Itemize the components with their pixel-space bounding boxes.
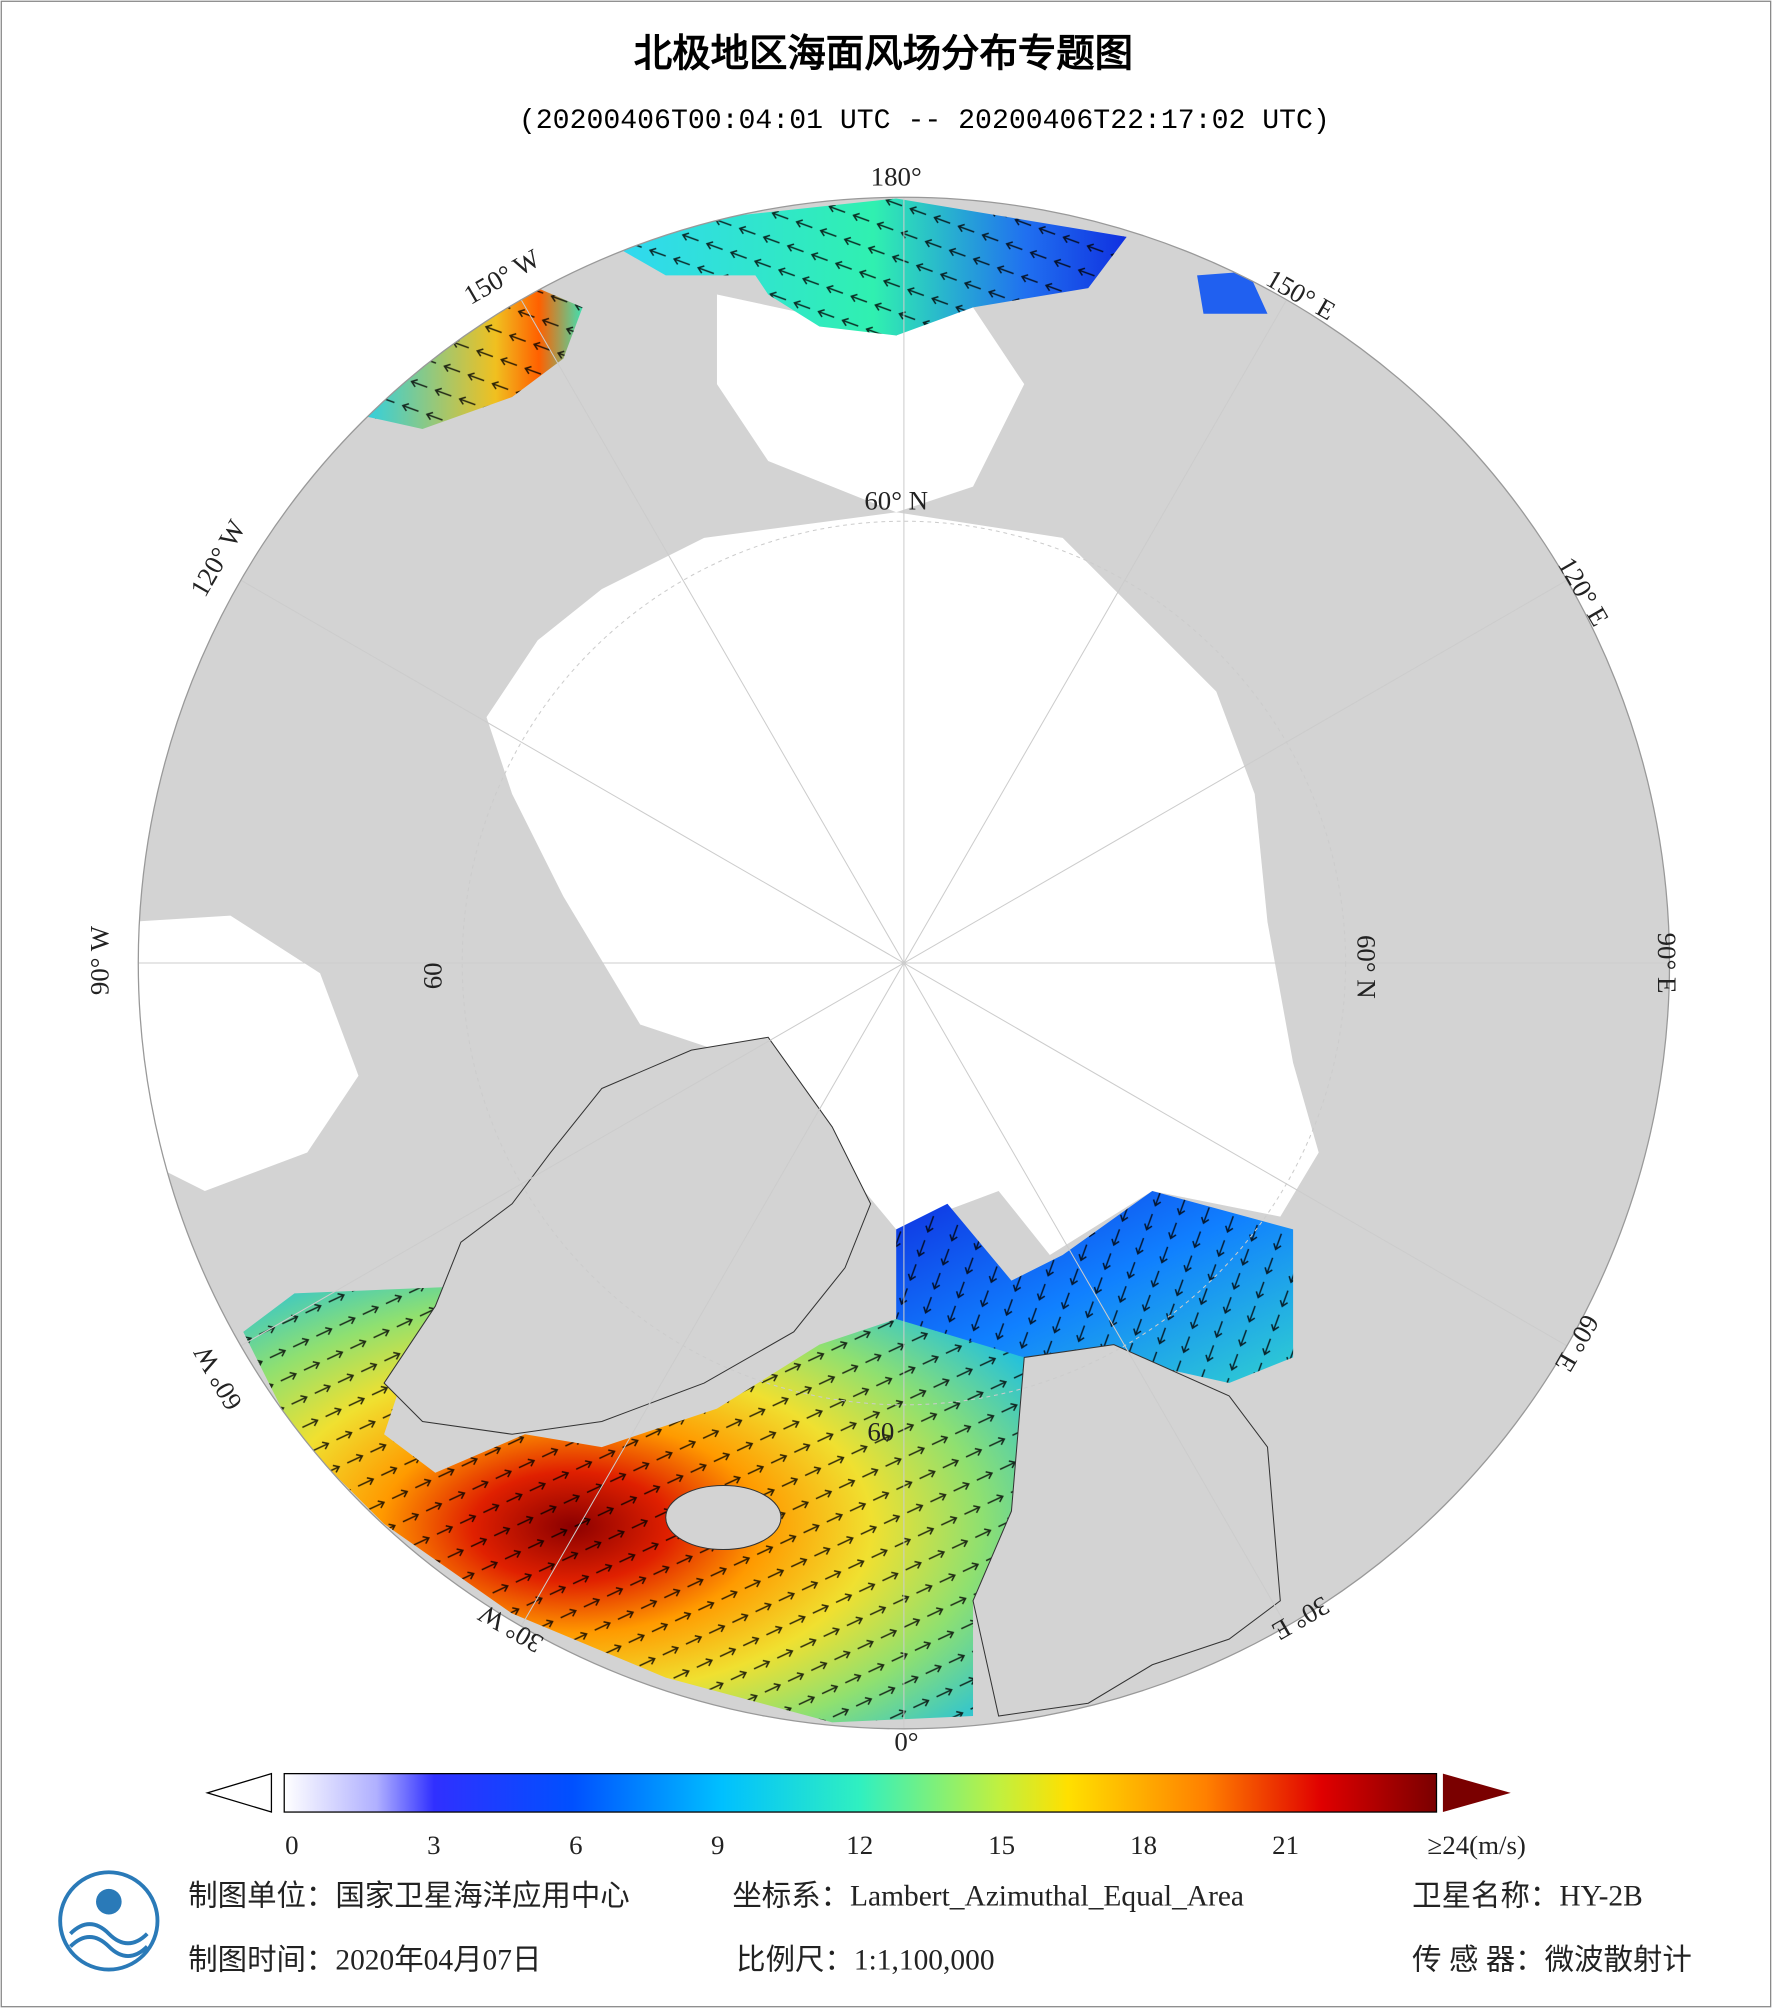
bering-strait (716, 294, 1025, 513)
colorbar-tick-label: 21 (1272, 1830, 1299, 1860)
colorbar-tick-label: 15 (988, 1830, 1015, 1860)
wind-arrows (243, 1287, 1025, 1723)
colorbar-tick-label: 9 (711, 1830, 724, 1860)
map-border (137, 196, 1671, 1730)
colorbar-tick-label: 0 (285, 1830, 298, 1860)
colorbar-tick-label: 6 (569, 1830, 582, 1860)
footer-sensor: 传 感 器：微波散射计 (1412, 1944, 1692, 1977)
colorbar-tick-label: 18 (1130, 1830, 1157, 1860)
latitude-label: 60 (867, 1416, 894, 1446)
footer-date: 制图时间：2020年04月07日 (188, 1944, 541, 1977)
footer-crs: 坐标系：Lambert_Azimuthal_Equal_Area (732, 1880, 1244, 1913)
logo (58, 1870, 160, 1972)
arctic-ocean (486, 512, 1319, 1255)
greenland (383, 1036, 872, 1435)
colorbar-tick-label: 12 (846, 1830, 873, 1860)
colorbar-over (1442, 1773, 1511, 1813)
longitude-label: 90° W (85, 925, 115, 995)
subtitle: (20200406T00:04:01 UTC -- 20200406T22:17… (519, 106, 1330, 137)
footer-scale: 比例尺：1:1,100,000 (736, 1944, 994, 1977)
title: 北极地区海面风场分布专题图 (634, 32, 1133, 77)
footer-unit: 制图单位：国家卫星海洋应用中心 (188, 1880, 630, 1913)
colorbar-tick-label: 3 (427, 1830, 440, 1860)
longitude-label: 90° E (1652, 933, 1682, 994)
latitude-label: 60° N (864, 485, 928, 515)
wind-arrows (620, 198, 1127, 336)
colorbar (283, 1772, 1438, 1813)
latitude-label: 60° N (1351, 935, 1381, 999)
footer-satellite: 卫星名称：HY-2B (1412, 1880, 1643, 1913)
longitude-label: 60° W (187, 1340, 248, 1416)
wind-arrows (364, 288, 583, 430)
colorbar-under (205, 1772, 273, 1813)
longitude-label: 0° (894, 1726, 918, 1756)
longitude-label: 180° (871, 161, 922, 191)
wind-field-okhotsk (1197, 271, 1268, 314)
graticule (138, 197, 1670, 1729)
map (138, 197, 1670, 1729)
scandinavia (972, 1344, 1281, 1717)
colorbar-tick-label: ≥24(m/s) (1428, 1830, 1526, 1860)
hudson-bay (138, 915, 359, 1191)
wind-arrows (896, 1190, 1294, 1384)
iceland (665, 1484, 782, 1551)
latitude-label: 60 (417, 962, 447, 989)
